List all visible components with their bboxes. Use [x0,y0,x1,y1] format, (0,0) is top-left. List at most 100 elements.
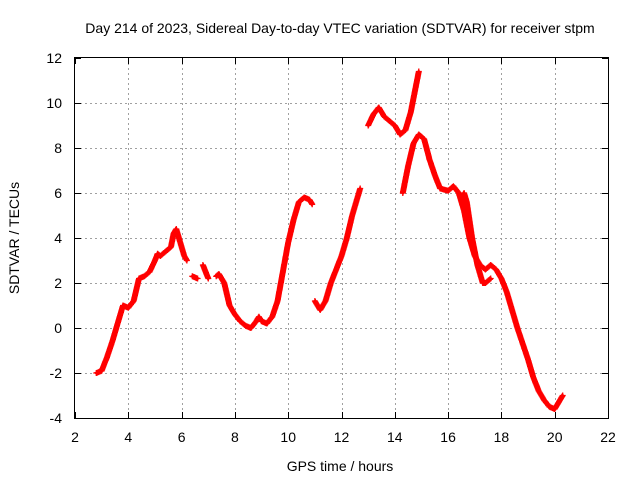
data-point [206,277,210,280]
data-point [478,272,482,276]
data-point [276,299,279,303]
data-point [433,173,437,177]
data-point [555,403,559,406]
x-tick-label: 4 [124,429,132,445]
data-point [94,371,98,375]
data-point [220,277,223,280]
x-tick-label: 12 [334,429,350,445]
data-point [414,83,418,87]
data-point [510,308,514,312]
y-tick-label: 4 [54,230,62,246]
data-point [422,137,426,141]
data-point [233,313,237,316]
data-point [297,200,301,204]
series-3 [199,262,212,282]
data-point [481,281,485,285]
data-point [308,198,311,202]
data-point [340,254,343,258]
x-tick-label: 16 [440,429,456,445]
data-point [561,394,565,397]
data-point [153,259,157,262]
data-point [428,157,431,161]
data-point [465,200,469,204]
data-point [292,218,295,222]
series-1 [93,226,190,376]
data-point [270,315,274,319]
data-point [446,189,450,193]
x-tick-label: 8 [231,429,239,445]
data-point [398,133,402,136]
data-point [156,252,160,256]
data-point [489,277,493,280]
series-8 [458,190,494,286]
data-point [388,119,391,123]
data-point [412,142,415,145]
data-point [324,299,327,303]
data-point [526,358,530,361]
data-point [537,389,541,393]
series-trace [213,194,316,331]
data-point [257,315,261,319]
data-point [547,405,551,409]
data-point [329,281,333,285]
series-6 [365,68,422,138]
series-trace [311,185,364,313]
data-point [100,369,104,373]
series-4 [213,194,316,331]
data-point [310,202,314,206]
y-tick-label: -2 [50,365,63,381]
y-tick-label: 0 [54,320,62,336]
data-point [172,232,176,235]
plot-frame [74,57,609,419]
data-point [302,196,306,199]
data-point [553,407,557,411]
data-point [281,270,285,274]
data-point [350,214,354,217]
data-point [334,268,338,271]
data-point [515,326,519,330]
data-point [494,268,498,271]
data-point [345,236,349,240]
data-point [489,263,493,267]
data-point [254,319,258,323]
data-point [372,112,375,116]
data-point [486,279,490,283]
x-tick-label: 20 [547,429,563,445]
x-tick-label: 22 [600,429,616,445]
data-point [462,209,466,213]
data-point [225,292,229,296]
data-point [313,299,317,303]
data-point [228,304,231,307]
y-tick-label: 12 [46,50,62,66]
x-tick-label: 14 [387,429,403,445]
data-point [132,299,136,303]
data-point [142,274,146,278]
data-point [249,326,253,330]
data-point [217,272,221,276]
data-point [521,342,525,346]
series-7 [399,131,566,412]
data-point [401,191,405,195]
data-point [366,124,370,127]
data-point [174,227,178,231]
data-point [505,290,509,294]
x-axis-label: GPS time / hours [287,458,394,474]
x-tick-label: 18 [494,429,510,445]
grid-layer [75,58,608,418]
data-point [417,70,421,73]
data-point [286,241,290,244]
x-tick-label: 6 [178,429,186,445]
data-point [204,270,207,274]
data-point [169,245,173,249]
data-point [409,110,413,114]
chart-title: Day 214 of 2023, Sidereal Day-to-day VTE… [85,20,594,36]
data-point [177,236,181,240]
data-point [105,355,109,359]
data-point [460,196,463,199]
data-point [185,259,189,262]
data-point [484,268,487,271]
data-point [542,398,546,402]
data-point [265,322,269,325]
data-point [356,196,359,199]
